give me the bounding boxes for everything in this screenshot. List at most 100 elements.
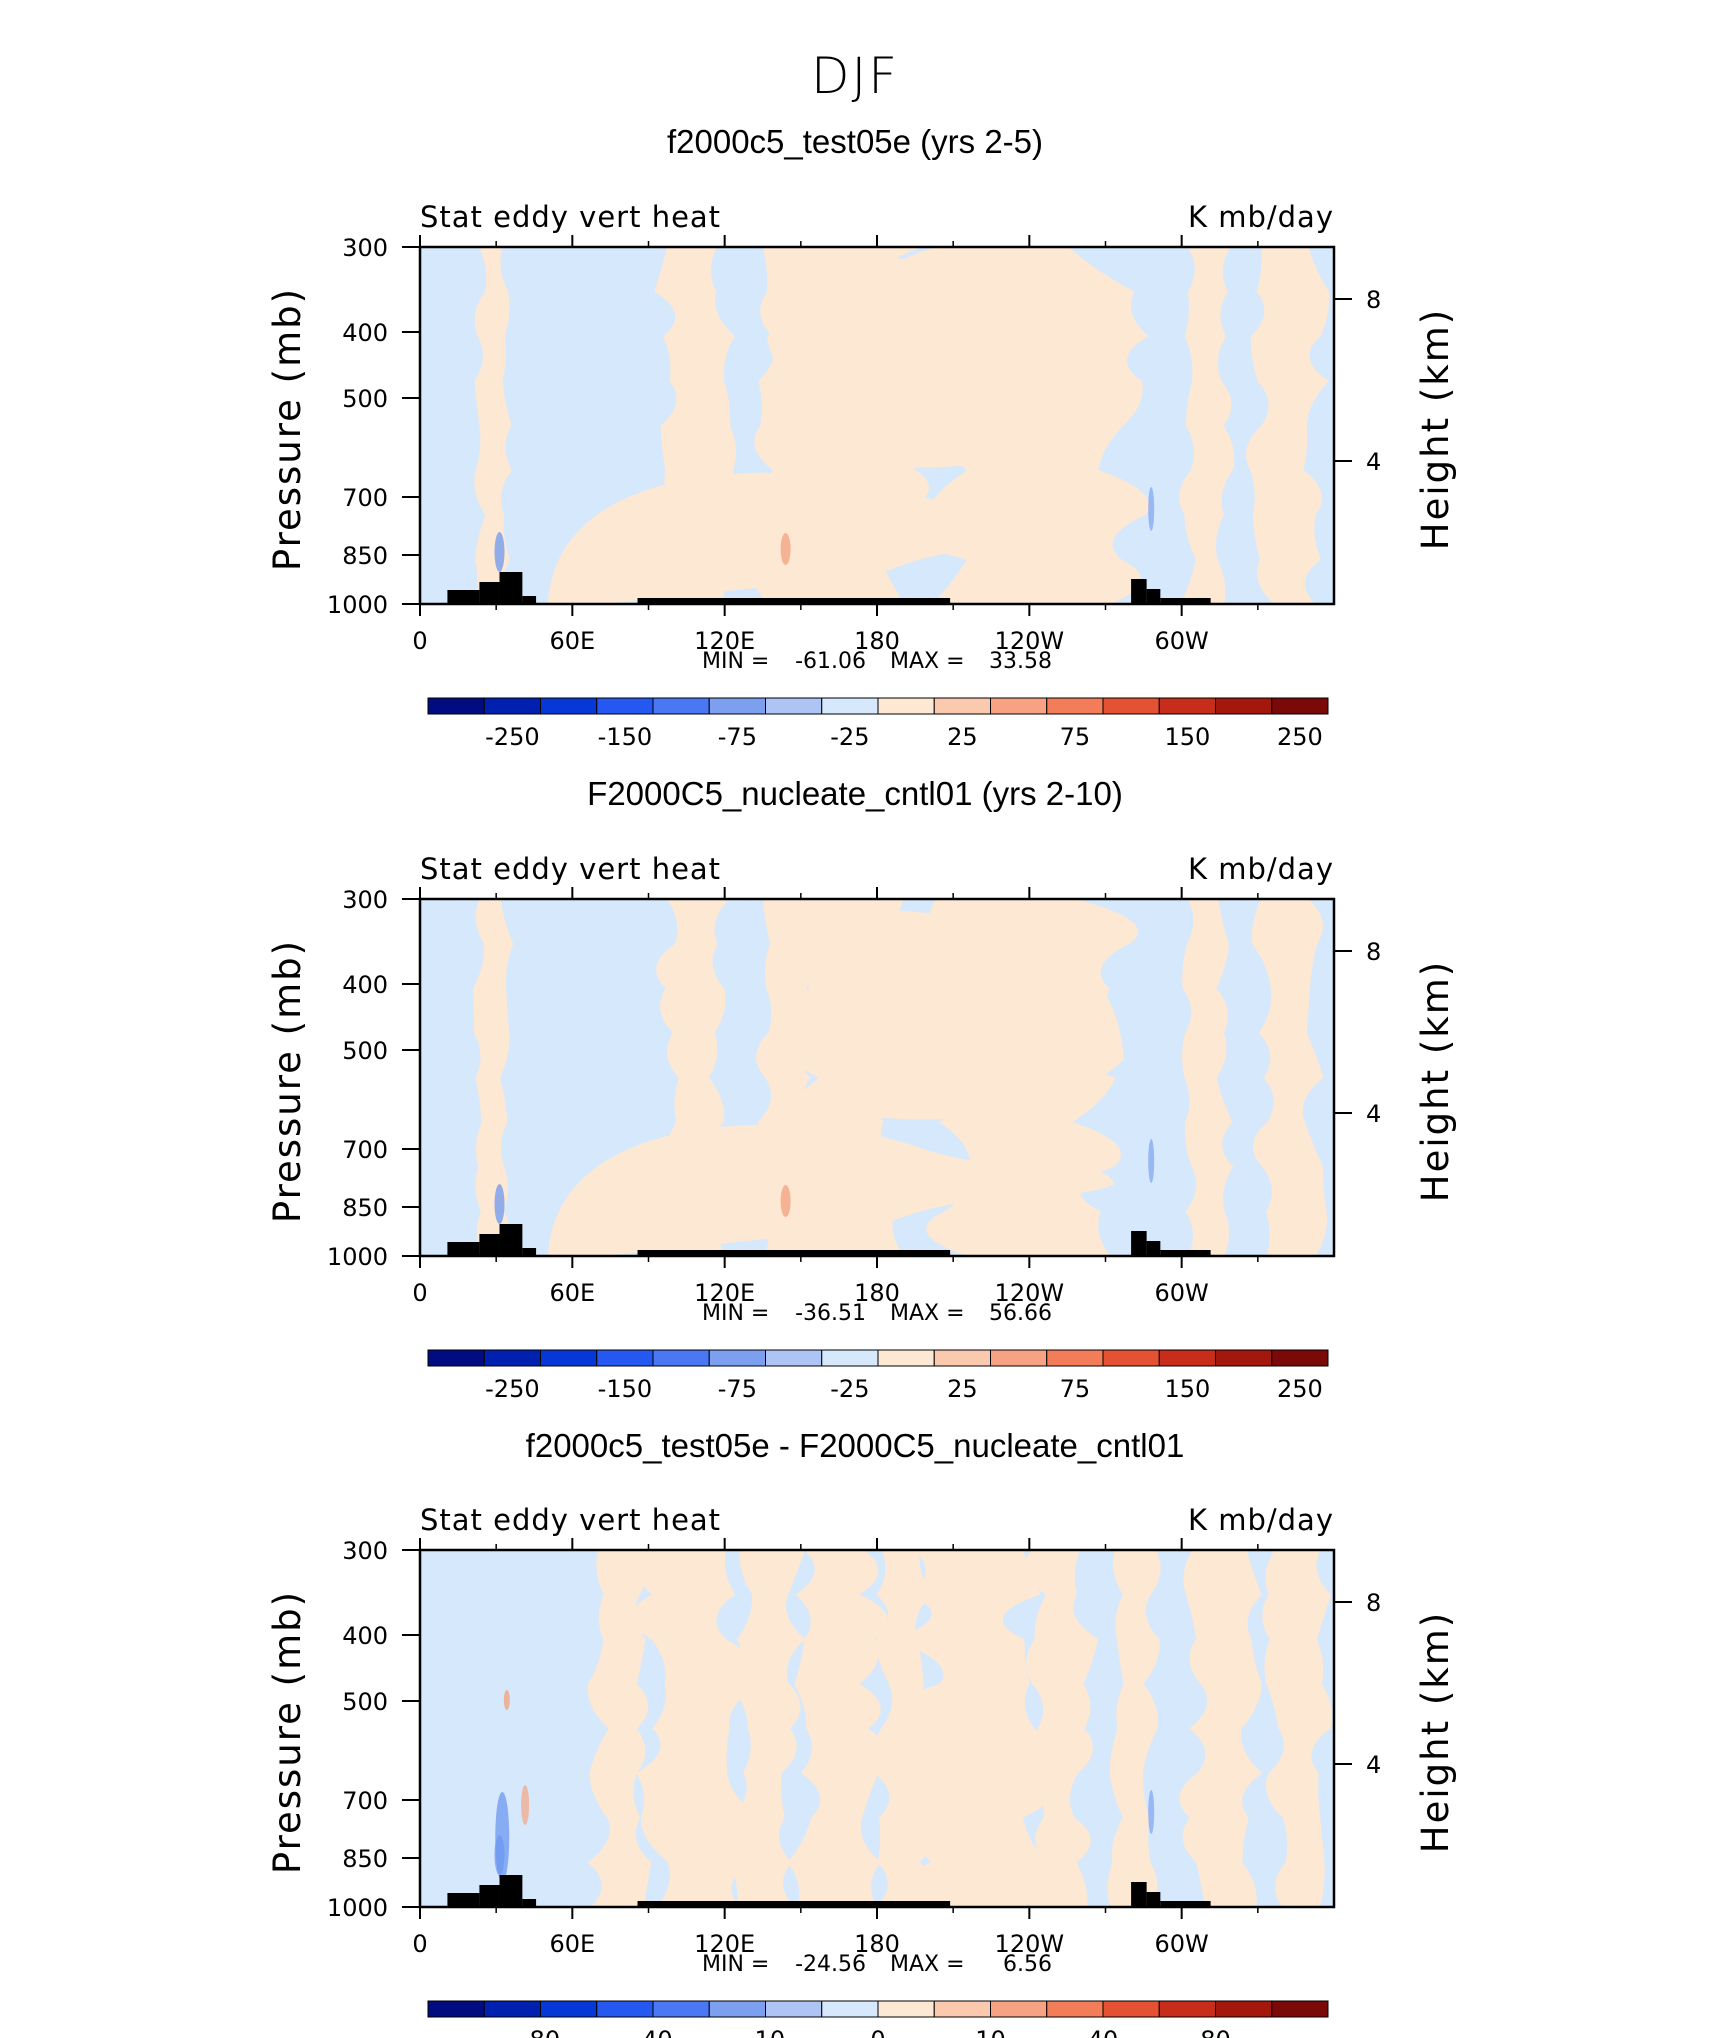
positive-region [547,1124,1115,1256]
positive-region [547,472,1115,604]
panel-3: f2000c5_test05e - F2000C5_nucleate_cntl0… [266,1427,1457,2038]
x-tick-label: 120W [995,1930,1065,1958]
topography-block [1160,1250,1211,1256]
y2-tick-label: 8 [1366,286,1381,314]
x-tick-label: 60W [1155,1279,1209,1307]
topography-block [1160,598,1211,604]
y-tick-label: 850 [342,542,388,570]
x-tick-label: 120W [995,1279,1065,1307]
colorbar-swatch [483,1349,541,1367]
colorbar-swatch [596,1349,654,1367]
y2-tick-label: 4 [1366,448,1381,476]
positive-region [728,1550,806,1907]
colorbar-swatch [540,1349,598,1367]
colorbar-swatch [1271,1349,1329,1367]
panel-1: f2000c5_test05e (yrs 2-5) Stat eddy vert … [266,123,1457,751]
colorbar-label: -80 [521,2026,560,2038]
y-axis-title: Pressure (mb) [266,939,309,1223]
colorbar-swatch [877,1349,935,1367]
colorbar-swatch [708,697,766,715]
y2-axis-title: Height (km) [1414,960,1457,1202]
min-value: -24.56 [795,1952,866,1977]
topography-block [447,1893,480,1907]
colorbar-swatch [933,697,991,715]
y2-tick-label: 8 [1366,938,1381,966]
figure-title: DJF [811,47,899,105]
x-tick-label: 180 [854,1279,900,1307]
colorbar-label: 250 [1277,1375,1323,1403]
colorbar-swatch [1271,2000,1329,2018]
panel-title: f2000c5_test05e - F2000C5_nucleate_cntl0… [526,1427,1185,1464]
y-tick-label: 400 [342,971,388,999]
colorbar-swatch [877,697,935,715]
field [420,247,1334,604]
y-tick-label: 700 [342,1787,388,1815]
colorbar-swatch [821,697,879,715]
topography-block [499,1224,523,1256]
x-tick-label: 120W [995,627,1065,655]
topography-block [447,1242,480,1256]
positive-region [849,906,1124,1120]
colorbar-label: 75 [1060,1375,1091,1403]
colorbar-label: -25 [830,723,869,751]
colorbar-swatch [483,2000,541,2018]
positive-region [787,1550,889,1907]
y2-tick-label: 4 [1366,1751,1381,1779]
colorbar-label: -75 [718,723,757,751]
x-tick-label: 60E [549,1279,595,1307]
y-tick-label: 300 [342,234,388,262]
x-tick-label: 60W [1155,627,1209,655]
positive-region [849,254,1124,468]
topography-block [1131,1882,1147,1907]
y-tick-label: 500 [342,1037,388,1065]
colorbar-swatch [708,1349,766,1367]
colorbar-label: -40 [633,2026,672,2038]
x-tick-label: 0 [412,1279,427,1307]
y-tick-label: 400 [342,1622,388,1650]
colorbar-swatch [877,2000,935,2018]
colorbar-swatch [1102,1349,1160,1367]
colorbar-label: -10 [746,2026,785,2038]
topography-block [499,1875,523,1907]
topography-block [637,598,951,604]
max-label: MAX = [890,1301,965,1326]
positive-region [1023,1550,1099,1907]
colorbar-swatch [821,1349,879,1367]
min-value: -61.06 [795,649,866,674]
colorbar-label: 80 [1200,2026,1231,2038]
panel-left-label: Stat eddy vert heat [420,852,721,886]
x-tick-label: 120E [694,1930,755,1958]
colorbar-swatch [933,2000,991,2018]
colorbar-swatch [427,2000,485,2018]
x-tick-label: 180 [854,1930,900,1958]
colorbar-label: 0 [870,2026,885,2038]
x-tick-label: 60E [549,627,595,655]
x-tick-label: 60W [1155,1930,1209,1958]
colorbar-swatch [1215,1349,1273,1367]
panel-title: F2000C5_nucleate_cntl01 (yrs 2-10) [587,775,1123,812]
y-tick-label: 700 [342,484,388,512]
y-tick-label: 400 [342,319,388,347]
strong-positive-cell [521,1785,530,1825]
strong-negative-cell [1148,1139,1155,1183]
topography-block [1146,1892,1161,1907]
positive-region [630,1550,760,1907]
x-tick-label: 120E [694,1279,755,1307]
colorbar-label: 25 [947,723,978,751]
colorbar-swatch [1102,697,1160,715]
colorbar-swatch [990,697,1048,715]
y-tick-label: 300 [342,1537,388,1565]
max-label: MAX = [890,1952,965,1977]
topography-block [522,1899,537,1907]
colorbar-swatch [427,697,485,715]
field [420,899,1334,1256]
positive-region [1251,899,1328,1256]
colorbar-label: -250 [485,1375,539,1403]
colorbar-swatch [1046,1349,1104,1367]
strong-negative-cell [1148,1790,1155,1834]
positive-region [1107,1550,1161,1907]
x-tick-label: 60E [549,1930,595,1958]
panel-2: F2000C5_nucleate_cntl01 (yrs 2-10) Stat e… [266,775,1457,1403]
panel-left-label: Stat eddy vert heat [420,1503,721,1537]
colorbar-swatch [652,697,710,715]
